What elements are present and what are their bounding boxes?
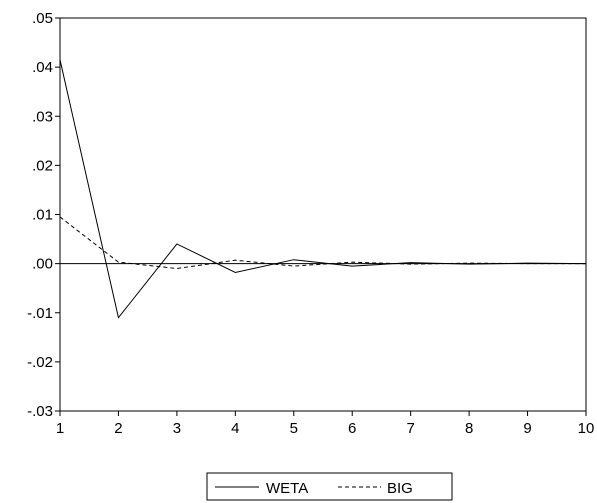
x-tick-label: 10 [578,420,595,437]
x-axis: 1 2 3 4 5 6 7 8 9 10 [56,411,595,437]
x-tick-label: 4 [231,420,239,437]
y-tick-label: -.02 [27,354,53,371]
y-tick-label: .05 [32,10,53,27]
x-tick-label: 8 [465,420,473,437]
series-line-weta [59,59,587,319]
legend-label-big: BIG [387,480,413,497]
series-line-big [59,216,586,270]
x-tick-label: 7 [406,420,414,437]
y-tick-label: .02 [32,157,53,174]
y-tick-label: .03 [32,108,53,125]
y-tick-label: .00 [32,256,53,273]
y-tick-label: .01 [32,207,53,224]
y-tick-label: -.03 [27,403,53,420]
x-tick-label: 1 [56,420,64,437]
series-layer [59,59,587,319]
plot-frame [59,17,587,412]
x-tick-label: 2 [114,420,122,437]
y-axis: .05 .04 .03 .02 .01 .00 -.01 -.02 -.03 [27,10,60,420]
legend-box [206,472,453,501]
y-tick-label: .04 [32,59,53,76]
legend-label-weta: WETA [266,480,308,497]
x-tick-label: 9 [523,420,531,437]
y-tick-label: -.01 [27,305,53,322]
x-tick-label: 3 [173,420,181,437]
legend: WETA BIG [206,472,453,501]
x-tick-label: 6 [348,420,356,437]
x-tick-label: 5 [290,420,298,437]
